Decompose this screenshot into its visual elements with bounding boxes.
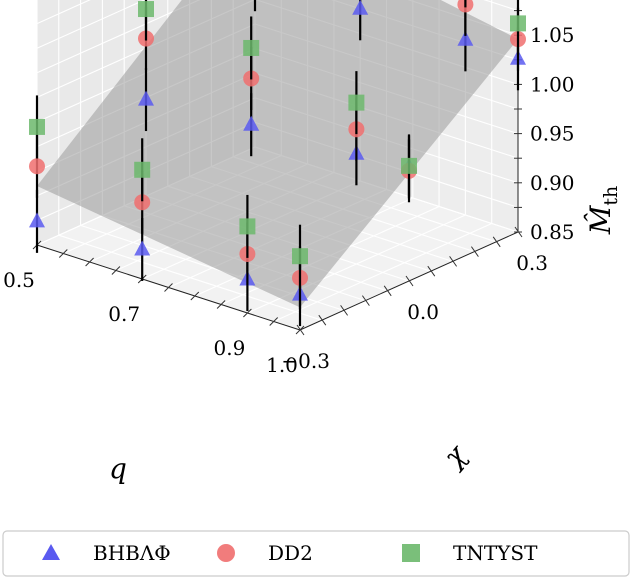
m-tick-label: 0.90 — [530, 171, 575, 195]
data-point-square — [134, 161, 151, 178]
m-tick-label: 1.05 — [530, 23, 575, 47]
data-point-square — [138, 1, 154, 18]
axis-lines — [32, 0, 523, 336]
chi-axis-tick-mark — [340, 305, 349, 316]
legend-label: TNTYST — [453, 541, 538, 565]
chi-axis-tick-mark — [427, 265, 436, 277]
chi-axis-tick-mark — [318, 314, 327, 326]
fit-surface — [37, 0, 518, 308]
q-tick-label: 0.9 — [213, 336, 245, 360]
data-point-triangle — [138, 90, 154, 106]
q-axis-tick-mark — [269, 317, 279, 326]
q-axis-tick-mark — [164, 283, 173, 292]
data-point-square — [29, 118, 45, 135]
data-point-circle — [134, 194, 151, 211]
chi-axis-tick-mark — [514, 226, 523, 238]
chi-axis-tick-mark — [492, 236, 501, 248]
q-tick-label: 0.7 — [108, 302, 140, 326]
chi-axis-tick-mark — [361, 295, 370, 306]
m-tick-label: 0.95 — [530, 122, 575, 146]
legend-circle-marker — [217, 544, 235, 562]
z-axis-label: M̂th — [584, 186, 622, 236]
legend-entry: DD2 — [217, 541, 313, 565]
z-axis-label-sub: th — [600, 186, 622, 206]
q-axis-tick-mark — [85, 257, 94, 267]
x-axis-label: q — [109, 452, 127, 485]
q-axis-tick-mark — [58, 249, 68, 258]
legend-triangle-marker — [42, 544, 60, 560]
legend-label: BHBΛΦ — [93, 541, 171, 565]
tick-labels: 0.5 0.7 0.9 1.0−0.3 0.0 0.3 0.85 0.90 0.95 1.00 1.… — [3, 23, 575, 377]
chi-tick-label: 0.3 — [516, 251, 548, 275]
chi-tick-label: 0.0 — [407, 300, 439, 324]
chi-axis-tick-mark — [383, 285, 392, 297]
q-axis-tick-mark — [111, 266, 121, 275]
grid-line-left-m — [36, 0, 146, 49]
chi-axis-tick-mark — [470, 246, 479, 257]
data-markers — [29, 0, 526, 327]
grid-line-left-m — [36, 0, 91, 25]
chi-tick-label: −0.3 — [281, 349, 330, 373]
data-point-square — [239, 218, 256, 235]
data-point-triangle — [29, 212, 45, 228]
data-point-triangle — [352, 0, 369, 15]
q-axis-tick-mark — [243, 308, 252, 318]
data-point-circle — [29, 158, 45, 175]
q-axis-tick-mark — [216, 300, 226, 309]
q-tick-label: 0.5 — [3, 268, 35, 292]
data-point-triangle — [243, 115, 260, 131]
data-point-square — [348, 94, 365, 111]
q-axis-tick-mark — [190, 291, 200, 301]
chi-axis-tick-mark — [449, 256, 458, 267]
grid-line-floor-chi — [58, 234, 322, 321]
m-tick-label: 0.85 — [530, 220, 575, 244]
legend-entry: BHBΛΦ — [42, 541, 171, 565]
data-point-square — [510, 15, 526, 32]
legend-frame — [2, 530, 630, 577]
svg-text:M̂th: M̂th — [584, 186, 622, 236]
legend-label: DD2 — [268, 541, 313, 565]
y-axis-label: χ — [435, 437, 474, 474]
chi-axis-tick-mark — [405, 275, 414, 287]
q-tick-label: 1.0 — [266, 353, 298, 377]
legend-square-marker — [402, 544, 420, 562]
data-point-square — [292, 248, 308, 265]
data-point-triangle — [457, 30, 474, 46]
data-point-square — [401, 157, 417, 174]
q-axis-tick-mark — [295, 325, 305, 335]
data-point-square — [243, 39, 260, 56]
data-point-triangle — [134, 240, 151, 256]
legend: BHBΛΦ DD2 TNTYST — [2, 530, 630, 577]
m-tick-label: 1.00 — [530, 72, 575, 96]
legend-entry: TNTYST — [402, 541, 538, 565]
z-axis-label-main: M̂ — [584, 204, 617, 235]
fit-surface-patch — [37, 0, 518, 308]
